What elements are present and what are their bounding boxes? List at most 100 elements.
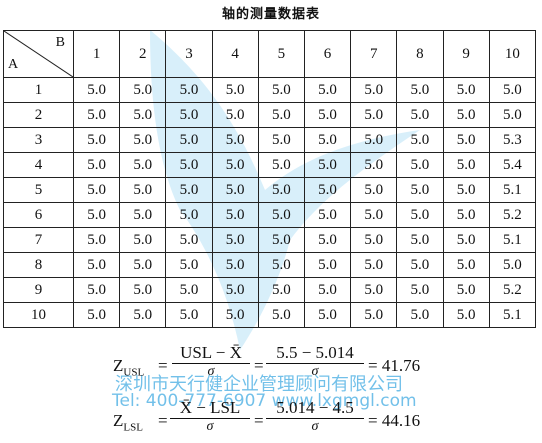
- formula-usl-eq1: =: [158, 356, 168, 375]
- table-cell: 5.0: [211, 77, 259, 103]
- table-cell: 5.0: [396, 227, 444, 253]
- table-cell: 5.0: [72, 152, 121, 178]
- table-cell: 5.0: [303, 227, 352, 253]
- table-cell: 5.0: [119, 102, 167, 128]
- watermark-contact: Tel: 400-777-6907 www.lxgmgl.com: [112, 391, 417, 411]
- table-cell: 5.0: [119, 177, 167, 203]
- corner-label-b: B: [55, 35, 65, 50]
- row-header: 1: [3, 77, 74, 103]
- header-row: B A 1 2 3 4 5 6 7 8 9 10: [3, 30, 537, 78]
- table-cell: 5.0: [396, 102, 444, 128]
- table-cell: 5.0: [396, 302, 444, 328]
- table-cell: 5.0: [72, 102, 121, 128]
- table-cell: 5.1: [488, 302, 537, 328]
- table-cell: 5.0: [442, 177, 490, 203]
- table-cell: 5.0: [119, 127, 167, 153]
- table-cell: 5.2: [488, 202, 537, 228]
- table-cell: 5.0: [442, 277, 490, 303]
- table-cell: 5.0: [165, 302, 213, 328]
- table-cell: 5.0: [257, 227, 305, 253]
- table-cell: 5.0: [72, 127, 121, 153]
- table-cell: 5.0: [72, 252, 121, 278]
- table-cell: 5.0: [72, 202, 121, 228]
- table-cell: 5.0: [119, 77, 167, 103]
- column-header: 4: [211, 30, 259, 78]
- formula-usl-lhs: ZUSL: [113, 356, 145, 379]
- table-cell: 5.0: [165, 277, 213, 303]
- diagonal-line: [4, 31, 73, 77]
- table-cell: 5.0: [303, 102, 352, 128]
- table-row: 3 5.0 5.0 5.0 5.0 5.0 5.0 5.0 5.0 5.0 5.3: [3, 127, 537, 153]
- table-cell: 5.0: [165, 152, 213, 178]
- table-cell: 5.0: [72, 277, 121, 303]
- table-cell: 5.4: [488, 152, 537, 178]
- table-cell: 5.0: [72, 227, 121, 253]
- table-cell: 5.0: [442, 77, 490, 103]
- table-cell: 5.0: [165, 102, 213, 128]
- table-cell: 5.0: [211, 277, 259, 303]
- formula-lsl-eq1: =: [158, 411, 168, 430]
- table-cell: 5.0: [488, 252, 537, 278]
- column-header: 5: [257, 30, 305, 78]
- table-cell: 5.0: [350, 202, 398, 228]
- table-cell: 5.0: [257, 127, 305, 153]
- table-cell: 5.0: [72, 177, 121, 203]
- formula-usl-frac2: 5.5 − 5.014 σ: [266, 343, 364, 380]
- table-cell: 5.0: [303, 277, 352, 303]
- table-cell: 5.0: [396, 277, 444, 303]
- column-header: 7: [350, 30, 398, 78]
- row-header: 8: [3, 252, 74, 278]
- table-cell: 5.2: [488, 277, 537, 303]
- table-cell: 5.0: [211, 227, 259, 253]
- table-row: 6 5.0 5.0 5.0 5.0 5.0 5.0 5.0 5.0 5.0 5.2: [3, 202, 537, 228]
- table-cell: 5.0: [165, 202, 213, 228]
- table-cell: 5.0: [165, 252, 213, 278]
- formula-usl-frac1: USL − X̄ σ: [172, 343, 250, 380]
- table-cell: 5.0: [396, 77, 444, 103]
- column-header: 3: [165, 30, 213, 78]
- table-cell: 5.0: [442, 202, 490, 228]
- table-title: 轴的测量数据表: [221, 7, 320, 22]
- table-cell: 5.0: [257, 77, 305, 103]
- table-cell: 5.0: [303, 152, 352, 178]
- table-cell: 5.0: [257, 202, 305, 228]
- table-row: 1 5.0 5.0 5.0 5.0 5.0 5.0 5.0 5.0 5.0 5.0: [3, 77, 537, 103]
- formula-lsl-frac2: 5.014 − 4.5 σ: [266, 398, 364, 435]
- table-cell: 5.0: [442, 227, 490, 253]
- table-cell: 5.0: [211, 302, 259, 328]
- table-cell: 5.3: [488, 127, 537, 153]
- row-header: 6: [3, 202, 74, 228]
- formula-lsl-eq2: =: [254, 411, 264, 430]
- table-row: 4 5.0 5.0 5.0 5.0 5.0 5.0 5.0 5.0 5.0 5.4: [3, 152, 537, 178]
- table-row: 8 5.0 5.0 5.0 5.0 5.0 5.0 5.0 5.0 5.0 5.0: [3, 252, 537, 278]
- table-cell: 5.0: [211, 152, 259, 178]
- formula-lsl-lhs: ZLSL: [113, 411, 143, 434]
- table-cell: 5.0: [257, 252, 305, 278]
- column-header: 6: [303, 30, 352, 78]
- table-cell: 5.0: [442, 152, 490, 178]
- table-cell: 5.0: [442, 252, 490, 278]
- row-header: 5: [3, 177, 74, 203]
- table-cell: 5.0: [72, 302, 121, 328]
- table-row: 7 5.0 5.0 5.0 5.0 5.0 5.0 5.0 5.0 5.0 5.1: [3, 227, 537, 253]
- table-cell: 5.0: [165, 227, 213, 253]
- formula-lsl-frac1: X̄ − LSL σ: [170, 398, 250, 435]
- table-cell: 5.0: [350, 102, 398, 128]
- table-row: 9 5.0 5.0 5.0 5.0 5.0 5.0 5.0 5.0 5.0 5.2: [3, 277, 537, 303]
- formula-usl-eq2: =: [254, 356, 264, 375]
- table-cell: 5.0: [119, 252, 167, 278]
- table-cell: 5.0: [119, 152, 167, 178]
- table-cell: 5.0: [396, 127, 444, 153]
- table-cell: 5.0: [350, 152, 398, 178]
- table-cell: 5.0: [211, 202, 259, 228]
- table-cell: 5.0: [257, 177, 305, 203]
- table-cell: 5.1: [488, 227, 537, 253]
- table-cell: 5.0: [442, 102, 490, 128]
- table-cell: 5.0: [488, 102, 537, 128]
- table-cell: 5.0: [303, 202, 352, 228]
- column-header: 10: [488, 30, 537, 78]
- table-cell: 5.0: [257, 102, 305, 128]
- corner-cell: B A: [3, 30, 74, 78]
- measurement-table: B A 1 2 3 4 5 6 7 8 9 10 1 5.0 5.0 5.0 5.0 5.0 5.0 5.0 5.…: [3, 30, 537, 328]
- table-cell: 5.0: [257, 152, 305, 178]
